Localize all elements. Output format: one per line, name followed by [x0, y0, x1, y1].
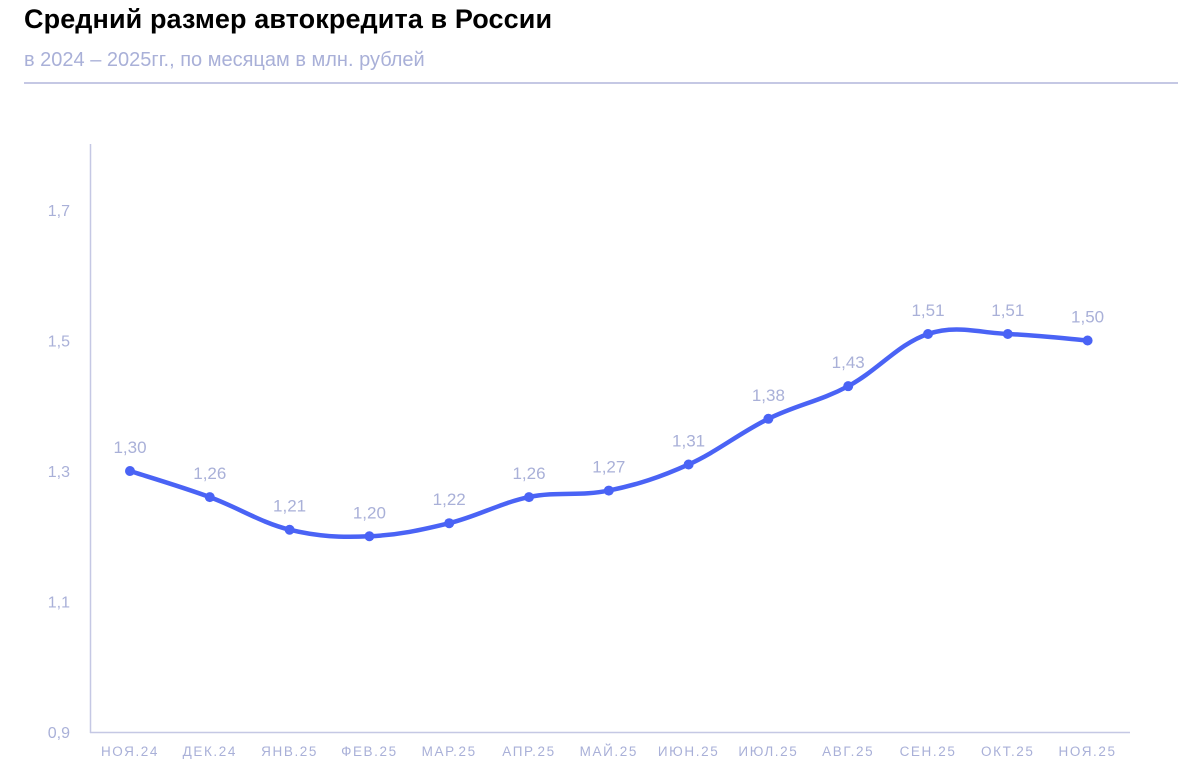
data-point [524, 492, 534, 503]
data-point [683, 459, 694, 470]
data-label: 1,27 [592, 458, 625, 477]
data-point [763, 413, 774, 424]
x-tick-label: АПР.25 [502, 744, 555, 759]
x-tick-label: ДЕК.24 [183, 744, 237, 759]
data-label: 1,30 [113, 438, 146, 457]
x-tick-label: СЕН.25 [900, 744, 957, 759]
x-tick-label: ОКТ.25 [981, 744, 1034, 759]
chart-title: Средний размер автокредита в России [24, 4, 553, 34]
data-series: 1,30 1,26 1,21 1,20 1,22 1,26 1,27 1,31 1,38 1,43… [113, 301, 1104, 542]
data-point [125, 466, 135, 476]
y-tick-label: 1,3 [48, 464, 70, 481]
header-divider [24, 82, 1178, 84]
x-tick-label: ИЮЛ.25 [738, 744, 798, 759]
x-tick-label: НОЯ.24 [101, 744, 159, 759]
data-label: 1,50 [1071, 308, 1104, 327]
data-label: 1,26 [193, 464, 226, 483]
x-tick-label: МАЙ.25 [580, 744, 638, 759]
chart-subtitle: в 2024 – 2025гг., по месяцам в млн. рубл… [24, 49, 425, 71]
x-axis: НОЯ.24 ДЕК.24 ЯНВ.25 ФЕВ.25 МАР.25 АПР.25 МАЙ.… [90, 731, 1130, 759]
data-label: 1,22 [433, 490, 466, 509]
data-label: 1,31 [672, 431, 705, 450]
data-point [1002, 328, 1013, 339]
x-tick-label: НОЯ.25 [1059, 744, 1117, 759]
y-tick-label: 1,1 [48, 595, 70, 612]
y-axis: 0,9 1,1 1,3 1,5 1,7 [48, 144, 92, 742]
x-tick-label: АВГ.25 [822, 744, 874, 759]
data-label: 1,51 [911, 301, 944, 320]
data-point [204, 492, 215, 503]
data-point [364, 531, 375, 542]
data-label: 1,26 [512, 464, 545, 483]
data-point [1082, 335, 1093, 346]
data-label: 1,38 [752, 386, 785, 405]
data-label: 1,51 [991, 301, 1024, 320]
x-tick-label: ЯНВ.25 [261, 744, 318, 759]
data-label: 1,21 [273, 497, 306, 516]
data-label: 1,20 [353, 503, 386, 522]
data-point [284, 524, 295, 535]
x-tick-label: ФЕВ.25 [341, 744, 398, 759]
data-point [843, 381, 854, 392]
x-tick-label: ИЮН.25 [658, 744, 719, 759]
data-point [603, 485, 614, 496]
data-point [923, 328, 933, 339]
y-tick-label: 0,9 [48, 725, 70, 742]
data-label: 1,43 [832, 353, 865, 372]
y-tick-label: 1,5 [48, 334, 70, 351]
data-point [444, 518, 455, 529]
x-tick-label: МАР.25 [422, 744, 477, 759]
y-tick-label: 1,7 [48, 203, 70, 220]
